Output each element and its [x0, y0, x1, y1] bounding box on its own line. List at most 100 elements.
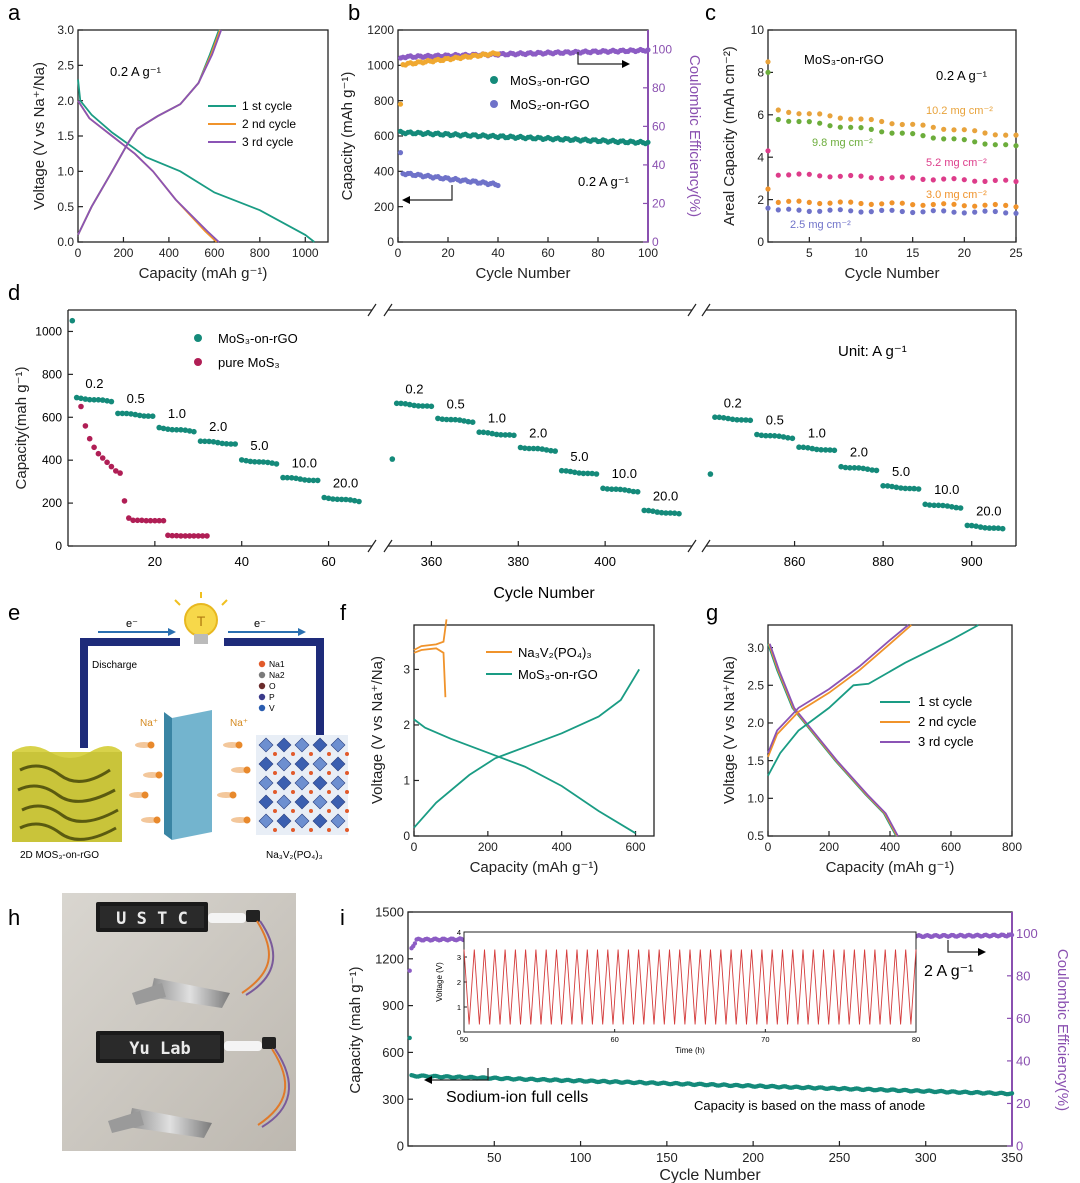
panel-d-point [288, 475, 295, 481]
panel-d-point [115, 410, 121, 417]
panel-c-point [817, 173, 823, 179]
panel-d-point [128, 411, 134, 417]
panel-i-xtick-label: 200 [742, 1150, 764, 1165]
panel-d-point [977, 524, 984, 530]
panel-c-point [889, 175, 895, 181]
panel-g-xtick-label: 800 [1002, 840, 1022, 854]
panel-d-point [613, 486, 619, 493]
panel-c-xtick-label: 10 [854, 246, 868, 260]
panel-c-point [982, 141, 988, 147]
panel-d-point [931, 502, 937, 509]
panel-b-ytick-label: 1000 [367, 59, 394, 73]
panel-d-point [402, 401, 409, 407]
panel-c-point [899, 208, 905, 215]
panel-b-ytick-label: 400 [374, 165, 394, 179]
crystal-polyhedron [294, 737, 310, 753]
na-ion [243, 816, 251, 824]
panel-c-point [961, 203, 967, 209]
panel-d-point [986, 525, 993, 531]
panel-a-discharge-1 [77, 79, 315, 243]
panel-d-point [108, 398, 115, 405]
panel-a-ytick-label: 0.5 [57, 200, 74, 214]
panel-d-point [73, 394, 80, 401]
panel-b-xlabel: Cycle Number [475, 265, 570, 282]
panel-d-point [297, 476, 304, 482]
panel-c-point [827, 207, 833, 213]
panel-b-ytick-label: 1200 [367, 23, 394, 37]
crystal-atom [309, 828, 313, 832]
panel-c-point [775, 199, 781, 205]
crystal-atom [345, 828, 349, 832]
panel-i-arrow-left [432, 1068, 489, 1081]
panel-c-point [961, 137, 967, 143]
panel-d-point [310, 477, 317, 484]
panel-d-point [922, 501, 928, 508]
panel-d-point [136, 412, 143, 419]
atom-legend-label: Na1 [269, 659, 285, 669]
panel-d-pure-point [86, 435, 93, 442]
panel-g-legend-label: 3 rd cycle [918, 734, 974, 749]
panel-c-point [879, 201, 885, 207]
panel-d-point [580, 470, 587, 477]
panel-d-rate-label: 10.0 [292, 455, 317, 470]
panel-d-point [247, 458, 254, 465]
panel-b-xtick-label: 60 [541, 246, 555, 260]
crystal-atom [327, 752, 331, 756]
panel-c-point [1013, 204, 1019, 210]
panel-d-rate-label: 0.2 [85, 376, 103, 391]
panel-c-point [848, 172, 854, 179]
panel-c-point [786, 118, 792, 124]
panel-i-xtick-label: 150 [656, 1150, 678, 1165]
panel-d-point [789, 435, 796, 442]
panel-d-point [771, 433, 778, 439]
panel-d-point [543, 447, 550, 453]
panel-c-point [868, 175, 874, 181]
panel-d-point [186, 428, 193, 434]
panel-c-point [982, 208, 988, 214]
panel-i-inset-ylabel: Voltage (V) [435, 962, 444, 1002]
crystal-atom [273, 809, 277, 813]
panel-c-point [941, 176, 947, 182]
panel-a-xtick-label: 1000 [292, 246, 319, 260]
panel-d-point [522, 445, 528, 452]
panel-d-point [314, 477, 321, 484]
panel-d-point [393, 400, 400, 407]
panel-d-pure-point [152, 517, 158, 524]
panel-i-ce-point [407, 968, 412, 973]
crystal-atom [273, 828, 277, 832]
panel-c-point [765, 59, 771, 65]
panel-c-point [837, 207, 843, 213]
panel-c-point [868, 116, 874, 123]
panel-d-point [953, 504, 959, 511]
panel-d-point [265, 459, 271, 466]
panel-d-point [873, 467, 880, 474]
panel-d-pure-point [204, 533, 210, 539]
panel-d-point [864, 466, 871, 473]
panel-d-point [645, 507, 652, 514]
panel-g-ytick-label: 0.5 [747, 829, 764, 843]
panel-g-xlabel: Capacity (mAh g⁻¹) [826, 859, 955, 876]
panel-c-point [899, 121, 905, 128]
panel-d-ytick-label: 800 [42, 367, 62, 381]
panel-d-point [95, 397, 102, 403]
panel-c-point [972, 128, 978, 134]
panel-d-point [351, 497, 358, 504]
panel-c-point [910, 131, 916, 137]
panel-d-ytick-label: 600 [42, 410, 62, 424]
panel-d-point [860, 465, 866, 472]
panel-d-xlabel: Cycle Number [493, 585, 595, 602]
panel-c-series-label: 3.0 mg cm⁻² [926, 189, 987, 201]
panel-d-point [842, 464, 849, 471]
panel-b-legend-marker [490, 100, 498, 108]
panel-g-legend-label: 2 nd cycle [918, 714, 977, 729]
panel-d-point [411, 402, 417, 409]
atom-legend-marker [258, 682, 266, 690]
panel-c-point [930, 208, 936, 214]
panel-c-point [796, 171, 802, 177]
panel-d-point [747, 417, 754, 424]
panel-c-point [1003, 132, 1009, 138]
panel-d-point [940, 502, 946, 509]
panel-letter-h: h [8, 905, 20, 930]
panel-d-point [552, 448, 558, 454]
panel-d-point [729, 416, 736, 423]
